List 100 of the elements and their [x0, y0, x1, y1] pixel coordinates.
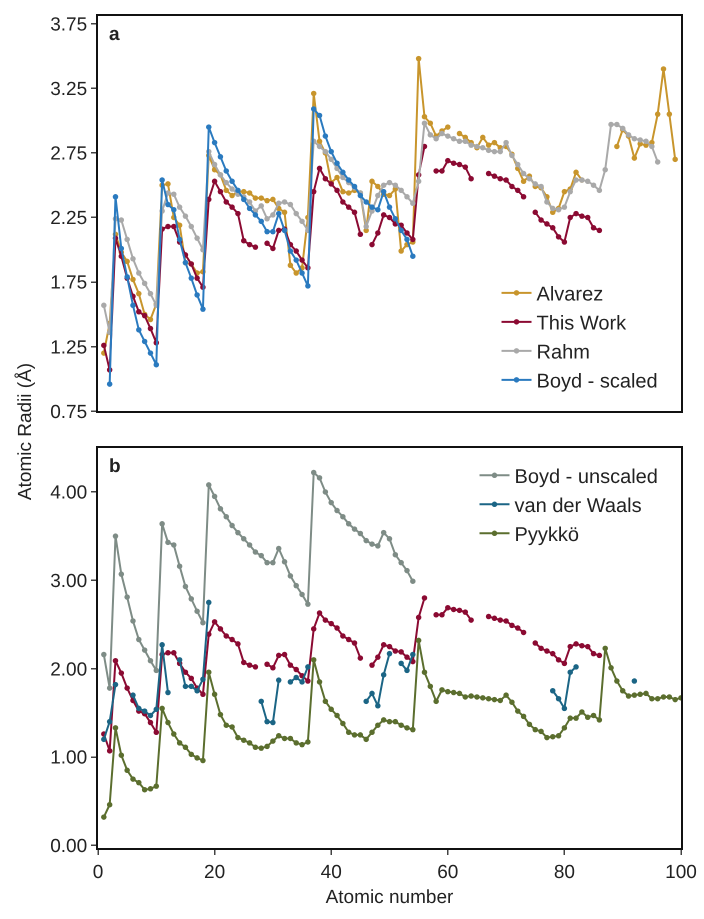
point	[276, 677, 282, 683]
point	[212, 494, 218, 500]
point	[404, 668, 410, 674]
point	[358, 192, 364, 198]
point	[340, 170, 346, 176]
x-tick-label: 40	[320, 862, 342, 883]
point	[252, 212, 258, 218]
point	[340, 514, 346, 520]
point	[363, 199, 369, 205]
point	[148, 712, 154, 718]
point	[392, 552, 398, 558]
point	[322, 489, 328, 495]
x-axis-title: Atomic number	[326, 887, 454, 908]
point	[299, 592, 305, 598]
point	[246, 542, 252, 548]
point	[130, 618, 136, 624]
point	[118, 246, 124, 252]
point	[276, 210, 282, 216]
legend-label: van der Waals	[514, 495, 642, 518]
point	[288, 679, 294, 685]
point	[328, 148, 334, 154]
point	[241, 196, 246, 202]
point	[288, 573, 294, 579]
point	[224, 168, 230, 174]
point	[194, 292, 200, 298]
point	[200, 306, 206, 312]
y-tick-label: 3.25	[50, 78, 88, 100]
point	[206, 124, 212, 130]
y-tick-label: 3.75	[50, 14, 88, 36]
point	[398, 660, 404, 666]
point	[206, 482, 212, 488]
point	[130, 692, 136, 698]
point	[375, 703, 381, 709]
legend-label: Rahm	[536, 342, 590, 364]
point	[136, 636, 142, 642]
point	[264, 560, 270, 566]
point	[369, 204, 375, 210]
y-tick-label: 1.75	[50, 272, 88, 294]
point	[299, 270, 305, 276]
point	[316, 112, 322, 118]
point	[246, 206, 252, 212]
point	[358, 530, 364, 536]
x-tick-label: 60	[437, 862, 458, 883]
point	[136, 327, 142, 333]
y-axis-title: Atomic Radii (Å)	[14, 362, 36, 500]
point	[252, 549, 258, 555]
point	[165, 540, 171, 546]
point	[142, 708, 148, 714]
point	[386, 536, 392, 542]
point	[310, 470, 316, 476]
point	[188, 684, 194, 690]
point	[375, 206, 381, 212]
y-tick-label: 3.00	[50, 570, 88, 592]
point	[106, 718, 112, 724]
point	[258, 552, 264, 558]
point	[112, 533, 118, 539]
point	[305, 664, 311, 670]
point	[176, 657, 182, 663]
point	[334, 508, 340, 514]
x-tick-label: 0	[92, 862, 104, 883]
point	[556, 696, 562, 702]
point	[106, 381, 112, 387]
point	[224, 514, 230, 520]
point	[194, 608, 200, 614]
point	[270, 560, 276, 566]
y-tick-label: 2.00	[50, 659, 88, 680]
point	[101, 736, 107, 742]
point	[124, 594, 130, 600]
point	[380, 672, 386, 678]
point	[398, 228, 404, 234]
point	[142, 338, 148, 344]
point	[380, 530, 386, 536]
legend-label: Pyykkö	[514, 524, 579, 546]
point	[264, 718, 270, 724]
point	[293, 674, 299, 680]
point	[310, 106, 316, 112]
point	[148, 350, 154, 356]
legend-label: This Work	[536, 312, 628, 335]
point	[154, 668, 160, 674]
point	[410, 652, 416, 658]
point	[200, 620, 206, 626]
point	[299, 679, 305, 685]
point	[130, 302, 136, 308]
point	[562, 706, 568, 712]
point	[229, 178, 235, 184]
point	[346, 177, 352, 183]
point	[200, 676, 206, 682]
point	[194, 688, 200, 694]
x-tick-label: 100	[665, 862, 697, 883]
point	[392, 216, 398, 222]
point	[375, 543, 381, 549]
x-tick-label: 20	[204, 862, 226, 883]
point	[567, 669, 573, 675]
point	[369, 690, 375, 696]
point	[398, 560, 404, 566]
point	[258, 218, 264, 224]
point	[218, 506, 224, 512]
y-tick-label: 4.00	[50, 482, 88, 504]
point	[206, 600, 212, 606]
point	[258, 698, 264, 704]
